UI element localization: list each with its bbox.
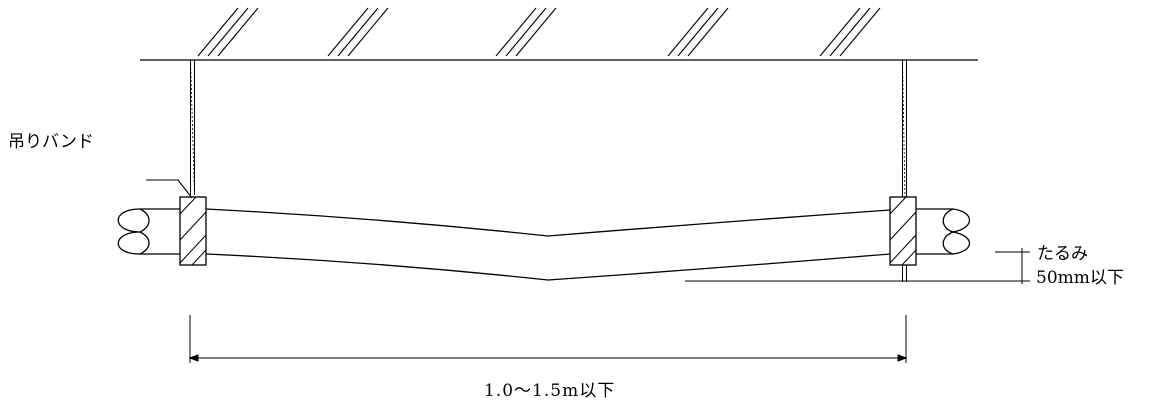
pipe: [117, 208, 971, 281]
span-dimension: [188, 315, 908, 363]
ceiling: [140, 7, 978, 61]
sag-label: たるみ: [1037, 244, 1088, 264]
hanger-rod-left: [190, 59, 195, 196]
pipe-bottom-edge: [205, 253, 891, 281]
sag-dimension: [685, 248, 1030, 284]
sag-limit-label: 50mm以下: [1036, 268, 1124, 288]
hanging-band-right: [889, 196, 917, 266]
support-span-label: 1.0〜1.5m以下: [484, 381, 616, 401]
band-leader-line: [146, 179, 193, 199]
hanging-band-label: 吊りバンド: [8, 132, 94, 152]
pipe-top-edge: [205, 208, 891, 237]
hanging-band-left: [179, 196, 207, 266]
pipe-break-right: [952, 208, 971, 255]
ceiling-hatching: [197, 7, 881, 57]
pipe-break-left: [117, 208, 141, 255]
